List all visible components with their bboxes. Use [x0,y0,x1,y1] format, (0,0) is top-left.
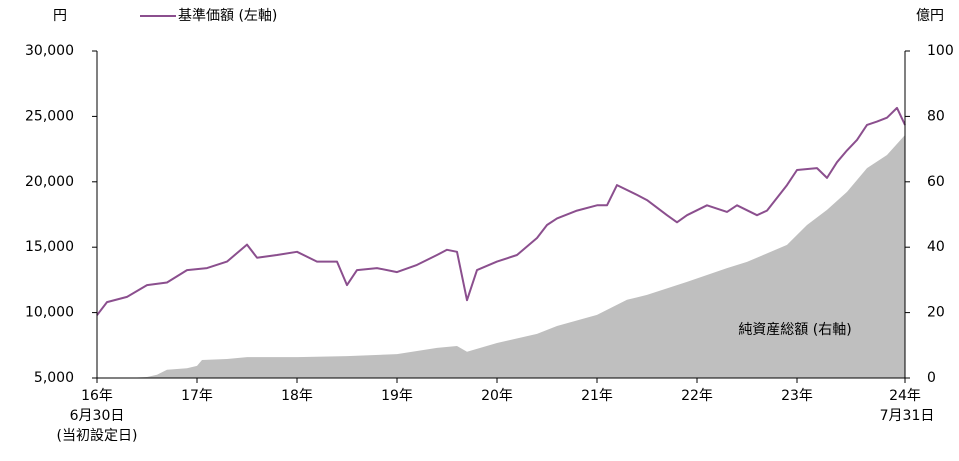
x-tick-label: 18年 [281,388,313,404]
x-tick-label: 24年 [889,388,921,404]
x-tick-label: 17年 [181,388,213,404]
y2-axis-title: 億円 [916,8,944,24]
x-tick-label: 16年 [81,388,113,404]
y-tick-label: 20,000 [25,174,74,190]
y-tick-label: 30,000 [25,43,74,59]
y2-tick-label: 60 [927,174,945,190]
area [97,135,905,378]
area-label: 純資産総額 (右軸) [738,322,851,338]
x-tick-label: 23年 [781,388,813,404]
y2-tick-label: 0 [927,370,936,386]
x-tick-label: 22年 [681,388,713,404]
legend-label: 基準価額 (左軸) [178,7,277,24]
x-tick-label: 20年 [481,388,513,404]
y-axis-title: 円 [53,8,67,24]
y2-tick-label: 40 [927,239,945,255]
line [96,106,906,316]
annotation: 6月30日 [70,408,125,424]
y-tick-label: 25,000 [25,108,74,124]
y2-tick-label: 20 [927,305,945,321]
annotation: 7月31日 [880,408,935,424]
y-tick-label: 10,000 [25,305,74,321]
y2-tick-label: 100 [927,43,954,59]
y-tick-label: 15,000 [25,239,74,255]
x-tick-label: 21年 [581,388,613,404]
x-tick-label: 19年 [381,388,413,404]
y2-tick-label: 80 [927,108,945,124]
annotation: (当初設定日) [57,427,138,444]
y-tick-label: 5,000 [34,370,74,386]
